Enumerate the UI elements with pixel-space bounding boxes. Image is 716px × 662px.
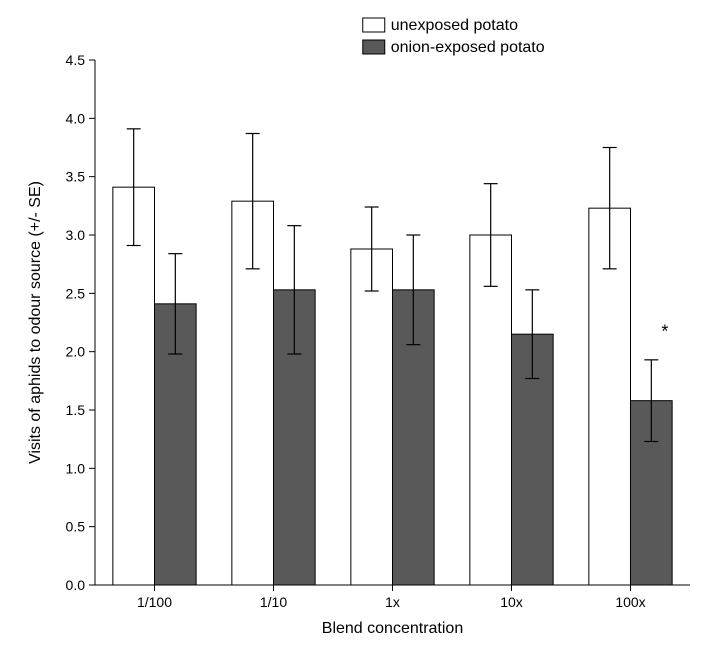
bar-unexposed — [351, 249, 393, 585]
y-tick-label: 3.0 — [66, 227, 86, 243]
x-tick-label: 1x — [385, 594, 400, 610]
legend-swatch-onion — [363, 40, 385, 54]
legend-label-onion: onion-exposed potato — [391, 39, 545, 56]
bar-unexposed — [113, 187, 155, 585]
x-tick-label: 10x — [500, 594, 523, 610]
bar-unexposed — [470, 235, 512, 585]
y-tick-label: 1.0 — [66, 460, 86, 476]
x-tick-label: 1/10 — [260, 594, 287, 610]
y-tick-label: 0.0 — [66, 577, 86, 593]
y-axis-title: Visits of aphids to odour source (+/- SE… — [27, 181, 44, 464]
y-tick-label: 1.5 — [66, 402, 86, 418]
x-axis-title: Blend concentration — [322, 620, 463, 637]
x-tick-label: 1/100 — [137, 594, 172, 610]
legend-swatch-unexposed — [363, 18, 385, 32]
y-tick-label: 0.5 — [66, 519, 86, 535]
chart-svg: 0.0 0.5 1.0 1.5 2.0 2.5 3.0 3.5 4.0 4.5 Visits of … — [0, 0, 716, 662]
significance-marker: * — [661, 322, 668, 342]
y-tick-label: 2.5 — [66, 285, 86, 301]
legend-label-unexposed: unexposed potato — [391, 17, 518, 34]
bar-chart: 0.0 0.5 1.0 1.5 2.0 2.5 3.0 3.5 4.0 4.5 Visits of … — [0, 0, 716, 662]
y-tick-label: 4.5 — [66, 52, 86, 68]
y-tick-label: 2.0 — [66, 344, 86, 360]
y-tick-label: 4.0 — [66, 110, 86, 126]
x-tick-label: 100x — [615, 594, 645, 610]
y-tick-label: 3.5 — [66, 169, 86, 185]
